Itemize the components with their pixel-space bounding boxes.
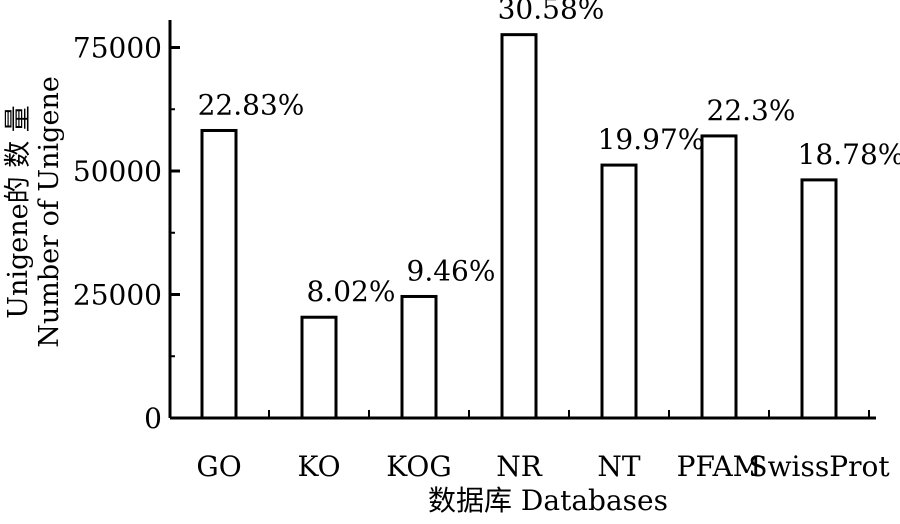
y-tick-label: 50000 — [73, 155, 162, 188]
x-tick-label-nt: NT — [597, 450, 641, 483]
x-tick-label-go: GO — [196, 450, 241, 483]
bar-pfam — [700, 134, 738, 420]
x-axis-label: 数据库 Databases — [428, 484, 668, 517]
y-tick-label: 75000 — [73, 32, 162, 65]
bar-go — [200, 128, 238, 420]
bar-kog — [400, 294, 438, 420]
data-labels: 22.83% 8.02% 9.46% 30.58% 19.97%22.3%18.78% — [198, 0, 900, 308]
x-tick-label-ko: KO — [297, 450, 340, 483]
y-tick-label: 25000 — [73, 279, 162, 312]
x-tick-label-kog: KOG — [386, 450, 452, 483]
data-label-swissprot: 18.78% — [798, 138, 900, 171]
y-axis-label-english: Number of Unigene — [34, 76, 65, 348]
bar-swissprot — [800, 178, 838, 420]
data-label-kog: 9.46% — [407, 254, 496, 287]
bar-nr — [500, 33, 538, 420]
y-axis-label-chinese: Unigene的 数 量 — [3, 105, 34, 319]
x-tick-label-pfam: PFAM — [677, 450, 762, 483]
y-tick-label: 0 — [144, 402, 162, 435]
x-tick-label-swissprot: SwissProt — [748, 450, 890, 483]
bar-nt — [600, 163, 638, 420]
data-label-ko: 8.02% — [307, 275, 396, 308]
bar-ko — [300, 315, 338, 420]
data-label-pfam: 22.3% — [707, 94, 796, 127]
data-label-go: 22.83% — [198, 88, 305, 121]
x-tick-label-nr: NR — [496, 450, 543, 483]
bars — [200, 33, 838, 420]
data-label-nt: 19.97% — [598, 123, 705, 156]
data-label-nr: 30.58% — [498, 0, 605, 26]
axes — [168, 20, 876, 420]
